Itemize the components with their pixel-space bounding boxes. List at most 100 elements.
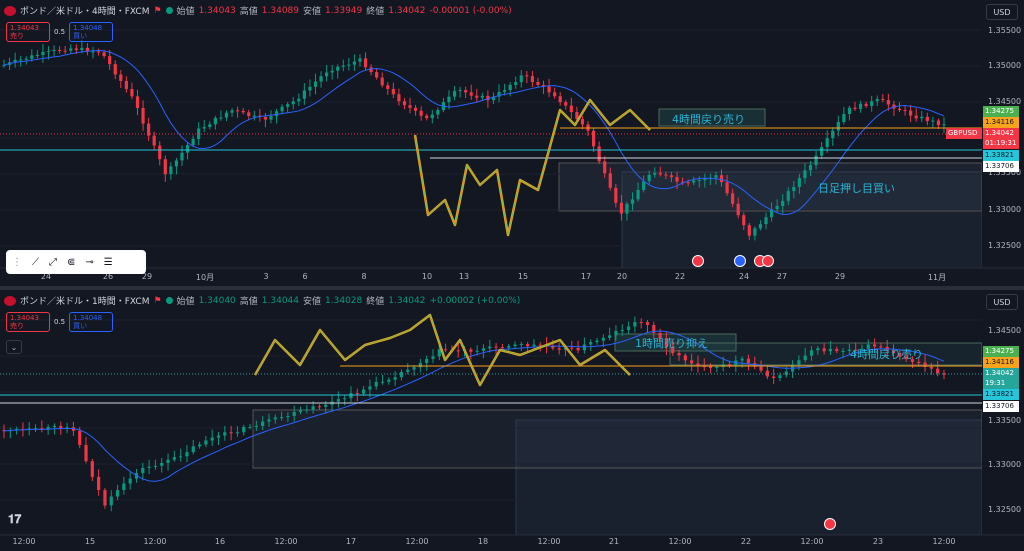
time-label: 12:00 [12, 537, 36, 546]
economic-event-icon[interactable] [824, 518, 836, 530]
candle-body [33, 428, 38, 430]
candle-body [708, 366, 713, 368]
candle-body [923, 362, 927, 367]
annotation-daily-buy: 日足押し目買い [818, 182, 895, 195]
candle-body [52, 49, 56, 51]
candle-body [538, 344, 542, 346]
economic-event-icon[interactable] [692, 255, 704, 267]
candle-body [431, 356, 435, 359]
candle-body [903, 110, 907, 112]
candle-body [507, 346, 511, 348]
horizontal-ray-icon[interactable]: ⊸ [85, 256, 94, 268]
pitchfork-icon[interactable]: ⋐ [67, 256, 76, 268]
candle-body [809, 350, 814, 356]
buy-button[interactable]: 1.34048 買い [69, 312, 114, 332]
candle-body [368, 386, 372, 390]
candle-body [769, 209, 774, 218]
currency-selector[interactable]: USD [986, 294, 1018, 310]
candle-body [866, 344, 870, 349]
market-open-icon [165, 297, 173, 304]
candle-body [526, 344, 530, 347]
candle-body [746, 358, 751, 364]
candle-body [399, 371, 404, 378]
candle-body [589, 342, 593, 345]
chart-pane-1h[interactable]: ポンド／米ドル・1時間・FXCM ⚑ 始値 1.34040 高値 1.34044 安… [0, 290, 1024, 551]
pane-separator[interactable] [0, 286, 1024, 290]
time-label: 23 [872, 537, 884, 546]
candle-body [879, 346, 883, 348]
open-value: 1.34043 [198, 5, 236, 16]
candle-body [141, 107, 145, 124]
price-tick: 1.35000 [988, 61, 1022, 70]
candle-body [491, 96, 496, 101]
current-price-tag: 1.34042 [983, 128, 1019, 139]
candle-body [469, 349, 473, 352]
candle-body [135, 96, 140, 108]
time-label: 20 [616, 272, 628, 281]
sell-button[interactable]: 1.34043 売り [6, 312, 50, 332]
spread-value: 0.5 [54, 28, 66, 36]
candle-body [103, 490, 107, 506]
sell-button[interactable]: 1.34043 売り [6, 22, 50, 42]
chart-pane-4h[interactable]: ポンド／米ドル・4時間・FXCM ⚑ 始値 1.34043 高値 1.34089 安… [0, 0, 1024, 286]
candle-body [180, 152, 184, 161]
candle-body [481, 348, 486, 351]
moving-average-line [3, 50, 945, 215]
economic-event-icon[interactable] [762, 255, 774, 267]
collapse-chevron-icon[interactable]: ⌄ [6, 340, 22, 354]
candle-body [508, 84, 512, 91]
candle-body [630, 199, 635, 204]
candle-body [336, 399, 340, 402]
candle-body [291, 101, 295, 105]
currency-selector[interactable]: USD [986, 4, 1018, 20]
candle-body [910, 359, 915, 362]
candle-body [614, 187, 618, 203]
price-tick: 1.34500 [988, 97, 1022, 106]
candle-body [731, 193, 735, 204]
price-chart-4h[interactable] [0, 0, 1024, 286]
candle-body [380, 381, 385, 383]
candle-body [297, 98, 301, 102]
ray-icon[interactable]: ⤢ [49, 256, 57, 268]
symbol-title[interactable]: ポンド／米ドル・4時間・FXCM [20, 7, 150, 17]
candle-body [302, 90, 306, 99]
trend-line-icon[interactable]: ⟋ [32, 256, 39, 268]
daily-buy-zone [621, 171, 983, 269]
candle-body [909, 110, 913, 116]
candle-body [690, 360, 694, 364]
candle-body [369, 67, 373, 73]
candle-body [626, 326, 631, 331]
candle-body [387, 379, 391, 382]
time-label: 24 [40, 272, 52, 281]
fib-retracement-icon[interactable]: ☰ [103, 256, 113, 268]
drag-handle-icon[interactable]: ⋮ [12, 256, 22, 268]
buy-button[interactable]: 1.34048 買い [69, 22, 114, 42]
candle-body [513, 344, 517, 347]
candle-body [386, 85, 390, 89]
candle-body [664, 338, 669, 348]
candle-body [202, 127, 206, 129]
time-label: 29 [141, 272, 153, 281]
h4-sell-zone-box [669, 342, 983, 366]
trade-buttons-4h: 1.34043 売り 0.5 1.34048 買い [6, 22, 114, 42]
candle-body [452, 91, 457, 97]
candle-body [870, 101, 874, 107]
sell-zone-box [658, 108, 766, 127]
candle-body [652, 324, 656, 333]
zigzag-line-inner [414, 99, 651, 236]
candle-body [842, 114, 846, 122]
candle-body [847, 107, 852, 115]
candle-body [46, 427, 50, 430]
candle-body [52, 425, 57, 428]
price-chart-1h[interactable] [0, 290, 1024, 551]
candle-body [929, 366, 933, 369]
symbol-title[interactable]: ポンド／米ドル・1時間・FXCM [20, 297, 150, 307]
currency-flag-icon: ⚑ [153, 295, 162, 306]
economic-event-icon[interactable] [734, 255, 746, 267]
candle-body [447, 96, 451, 103]
candle-body [406, 369, 410, 372]
candle-body [280, 106, 284, 112]
candle-body [828, 348, 833, 352]
price-tag-level4: 1.33706 [983, 161, 1019, 172]
candle-body [875, 99, 879, 102]
